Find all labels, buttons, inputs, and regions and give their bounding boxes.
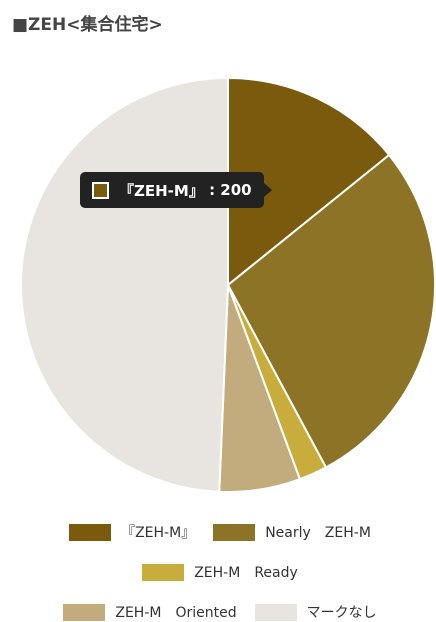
legend-swatch [254,603,297,621]
legend-item[interactable]: ZEH-M Oriented [63,602,237,622]
legend-swatch [213,523,256,541]
tooltip-swatch [92,181,109,199]
legend-item[interactable]: 『ZEH-M』 [69,522,195,542]
tooltip-value: 200 [220,181,252,199]
pie-slice [20,76,229,493]
legend: 『ZEH-M』 Nearly ZEH-M ZEH-M Ready ZEH-M Orie… [20,522,420,622]
tooltip-sep: : [203,181,221,199]
legend-label: 『ZEH-M』 [121,525,196,541]
legend-swatch [142,563,185,581]
pie [20,76,436,493]
legend-label: Nearly ZEH-M [265,525,371,541]
legend-label: ZEH-M Oriented [115,605,237,621]
tooltip-label: 『ZEH-M』 [119,181,204,200]
pie-slice [226,153,436,469]
legend-label: マークなし [306,605,377,621]
legend-label: ZEH-M Ready [194,565,298,581]
legend-item[interactable]: マークなし [254,602,377,622]
legend-item[interactable]: Nearly ZEH-M [213,522,371,542]
tooltip: 『ZEH-M』 : 200 [80,172,272,208]
pie-slice [227,76,391,288]
legend-item[interactable]: ZEH-M Ready [142,562,298,582]
chart-title: ■ZEH<集合住宅> [12,15,163,35]
legend-swatch [63,603,106,621]
legend-swatch [69,523,112,541]
